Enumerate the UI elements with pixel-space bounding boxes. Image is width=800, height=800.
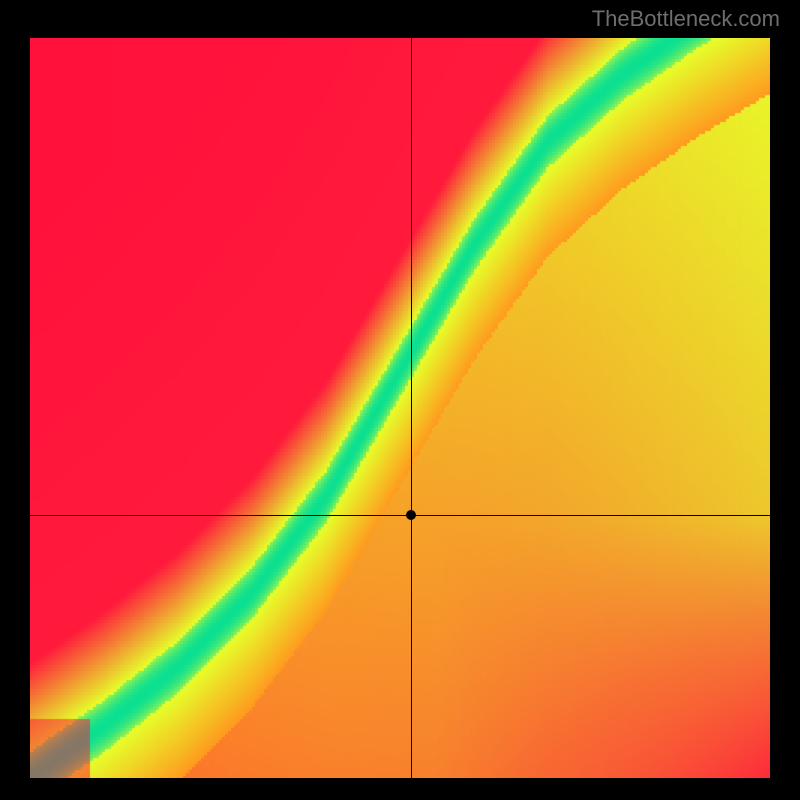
bottleneck-heatmap [30,38,770,778]
crosshair-vertical [411,38,412,778]
plot-area [30,38,770,778]
watermark-text: TheBottleneck.com [592,6,780,32]
selection-marker [406,510,416,520]
crosshair-horizontal [30,515,770,516]
